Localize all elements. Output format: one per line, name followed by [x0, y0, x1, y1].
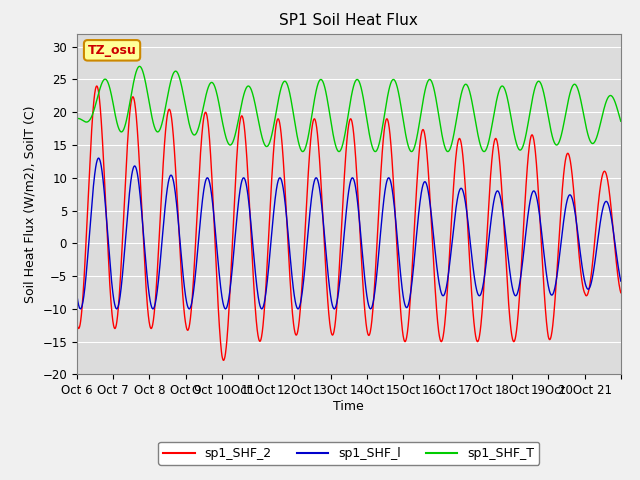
Title: SP1 Soil Heat Flux: SP1 Soil Heat Flux: [280, 13, 418, 28]
sp1_SHF_T: [73, 116, 81, 121]
sp1_SHF_l: [73, 291, 81, 297]
sp1_SHF_l: [584, 286, 592, 292]
sp1_SHF_2: [570, 182, 577, 188]
sp1_SHF_T: [584, 133, 592, 139]
sp1_SHF_2: [73, 320, 81, 325]
sp1_SHF_T: [136, 63, 143, 69]
sp1_SHF_l: [225, 296, 232, 301]
Legend: sp1_SHF_2, sp1_SHF_l, sp1_SHF_T: sp1_SHF_2, sp1_SHF_l, sp1_SHF_T: [159, 442, 539, 465]
sp1_SHF_T: [617, 119, 625, 124]
sp1_SHF_2: [584, 289, 592, 295]
sp1_SHF_l: [377, 228, 385, 234]
sp1_SHF_2: [220, 358, 227, 363]
sp1_SHF_l: [294, 306, 302, 312]
sp1_SHF_2: [377, 173, 385, 179]
sp1_SHF_2: [365, 333, 372, 338]
sp1_SHF_T: [299, 149, 307, 155]
sp1_SHF_T: [570, 82, 577, 88]
sp1_SHF_l: [617, 278, 625, 284]
sp1_SHF_l: [570, 200, 577, 205]
sp1_SHF_l: [508, 278, 515, 284]
sp1_SHF_T: [365, 129, 372, 134]
sp1_SHF_2: [93, 83, 100, 89]
Text: TZ_osu: TZ_osu: [88, 44, 136, 57]
Line: sp1_SHF_2: sp1_SHF_2: [77, 86, 621, 360]
Line: sp1_SHF_l: sp1_SHF_l: [77, 158, 621, 309]
Y-axis label: Soil Heat Flux (W/m2), SoilT (C): Soil Heat Flux (W/m2), SoilT (C): [24, 105, 36, 303]
sp1_SHF_l: [95, 155, 102, 161]
sp1_SHF_l: [365, 303, 372, 309]
sp1_SHF_T: [377, 134, 385, 140]
sp1_SHF_2: [617, 290, 625, 296]
Line: sp1_SHF_T: sp1_SHF_T: [77, 66, 621, 152]
sp1_SHF_T: [225, 141, 232, 147]
sp1_SHF_2: [225, 307, 233, 312]
sp1_SHF_T: [508, 116, 515, 121]
X-axis label: Time: Time: [333, 400, 364, 413]
sp1_SHF_2: [508, 328, 515, 334]
